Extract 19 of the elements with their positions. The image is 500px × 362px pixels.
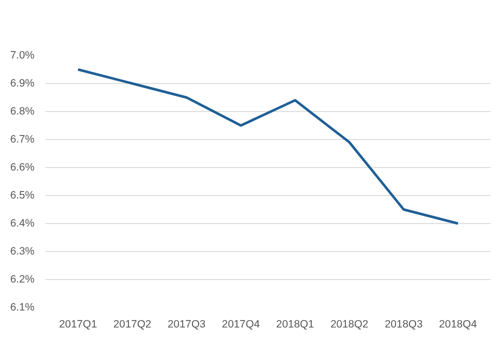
y-tick-label: 6.6% bbox=[10, 162, 36, 174]
y-tick-label: 6.1% bbox=[10, 302, 36, 314]
y-tick-label: 6.9% bbox=[10, 78, 36, 90]
x-tick-label: 2017Q2 bbox=[113, 318, 152, 330]
y-tick-label: 7.0% bbox=[10, 50, 36, 62]
y-tick-label: 6.4% bbox=[10, 218, 36, 230]
x-tick-label: 2017Q1 bbox=[59, 318, 98, 330]
x-tick-label: 2018Q4 bbox=[438, 318, 477, 330]
line-series bbox=[76, 68, 460, 225]
x-tick-label: 2018Q2 bbox=[330, 318, 368, 330]
y-tick-label: 6.3% bbox=[10, 246, 36, 258]
x-tick-label: 2017Q4 bbox=[222, 318, 260, 330]
y-tick-label: 6.7% bbox=[10, 134, 36, 146]
y-tick-label: 6.5% bbox=[10, 190, 36, 202]
y-tick-label: 6.2% bbox=[10, 274, 36, 286]
x-tick-label: 2018Q1 bbox=[276, 318, 314, 330]
x-tick-label: 2018Q3 bbox=[384, 318, 423, 330]
y-tick-label: 6.8% bbox=[10, 106, 36, 118]
x-tick-label: 2017Q3 bbox=[168, 318, 206, 330]
